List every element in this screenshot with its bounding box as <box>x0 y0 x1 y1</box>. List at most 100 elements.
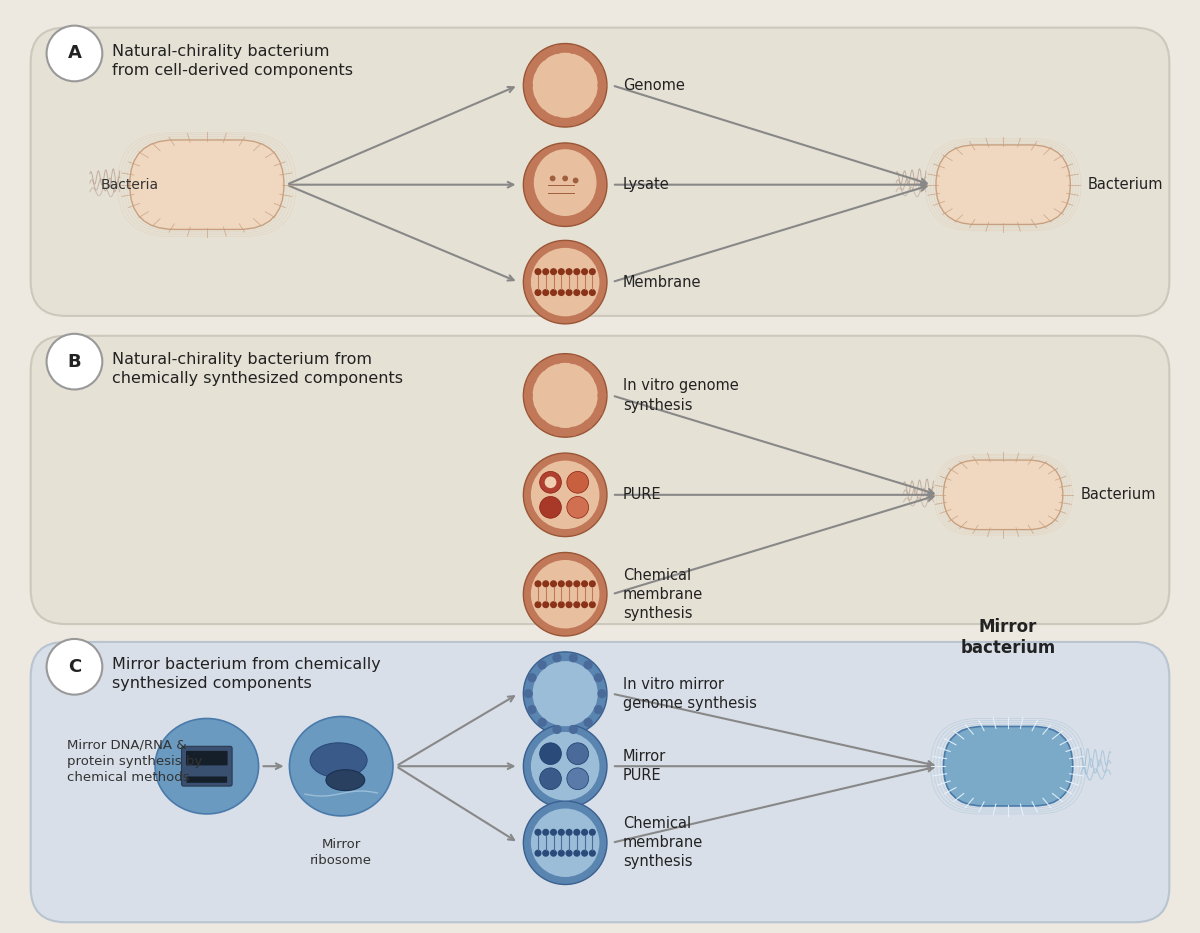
Ellipse shape <box>155 718 258 814</box>
Circle shape <box>523 391 533 400</box>
Circle shape <box>533 363 598 428</box>
Circle shape <box>566 471 588 494</box>
Circle shape <box>530 560 600 629</box>
Circle shape <box>574 268 581 275</box>
Circle shape <box>589 580 596 588</box>
Circle shape <box>550 289 557 296</box>
Circle shape <box>589 829 596 836</box>
Circle shape <box>569 117 578 126</box>
Circle shape <box>528 97 536 105</box>
Text: C: C <box>68 658 82 675</box>
Circle shape <box>550 268 557 275</box>
Circle shape <box>581 601 588 608</box>
Circle shape <box>47 25 102 81</box>
Circle shape <box>589 268 596 275</box>
Circle shape <box>47 639 102 695</box>
Circle shape <box>563 175 568 181</box>
Circle shape <box>550 601 557 608</box>
Circle shape <box>574 850 581 856</box>
Circle shape <box>552 426 562 436</box>
Circle shape <box>558 289 565 296</box>
Text: Natural-chirality bacterium from
chemically synthesized components: Natural-chirality bacterium from chemica… <box>113 352 403 386</box>
Circle shape <box>581 289 588 296</box>
Circle shape <box>534 829 541 836</box>
Circle shape <box>523 44 607 127</box>
Circle shape <box>542 601 550 608</box>
FancyBboxPatch shape <box>943 460 1063 530</box>
FancyBboxPatch shape <box>31 642 1169 922</box>
Circle shape <box>581 580 588 588</box>
Circle shape <box>530 248 600 316</box>
Text: In vitro genome
synthesis: In vitro genome synthesis <box>623 378 739 412</box>
Circle shape <box>598 689 606 698</box>
Circle shape <box>534 289 541 296</box>
Circle shape <box>583 717 593 727</box>
Circle shape <box>540 768 562 789</box>
FancyBboxPatch shape <box>31 336 1169 624</box>
Circle shape <box>542 580 550 588</box>
Circle shape <box>566 496 588 518</box>
Circle shape <box>565 850 572 856</box>
Circle shape <box>540 496 562 518</box>
Text: PURE: PURE <box>623 487 661 502</box>
Circle shape <box>523 652 607 735</box>
Circle shape <box>533 53 598 118</box>
Circle shape <box>569 45 578 54</box>
Circle shape <box>569 653 578 662</box>
Text: Chemical
membrane
synthesis: Chemical membrane synthesis <box>623 816 703 870</box>
Circle shape <box>581 268 588 275</box>
Circle shape <box>523 801 607 884</box>
Circle shape <box>589 850 596 856</box>
Circle shape <box>523 80 533 90</box>
Circle shape <box>598 391 606 400</box>
Circle shape <box>538 661 547 670</box>
Circle shape <box>523 552 607 636</box>
Circle shape <box>534 268 541 275</box>
Circle shape <box>538 109 547 118</box>
Circle shape <box>581 829 588 836</box>
Circle shape <box>528 673 536 682</box>
Text: Mirror DNA/RNA &
protein synthesis by
chemical methods: Mirror DNA/RNA & protein synthesis by ch… <box>67 738 203 785</box>
Circle shape <box>530 809 600 877</box>
Ellipse shape <box>326 770 365 790</box>
Circle shape <box>574 289 581 296</box>
Circle shape <box>594 705 602 714</box>
Circle shape <box>528 407 536 416</box>
Circle shape <box>542 289 550 296</box>
Circle shape <box>574 580 581 588</box>
Circle shape <box>574 829 581 836</box>
Text: B: B <box>67 353 82 370</box>
Text: Mirror
PURE: Mirror PURE <box>623 749 666 784</box>
Circle shape <box>552 45 562 54</box>
Circle shape <box>542 268 550 275</box>
Circle shape <box>569 355 578 364</box>
Circle shape <box>542 829 550 836</box>
Circle shape <box>538 717 547 727</box>
Circle shape <box>565 580 572 588</box>
Circle shape <box>558 850 565 856</box>
Circle shape <box>540 471 562 494</box>
Circle shape <box>538 362 547 371</box>
Circle shape <box>550 829 557 836</box>
Circle shape <box>523 241 607 324</box>
FancyBboxPatch shape <box>936 145 1070 225</box>
Circle shape <box>594 375 602 384</box>
Circle shape <box>569 426 578 436</box>
Text: In vitro mirror
genome synthesis: In vitro mirror genome synthesis <box>623 676 757 711</box>
Circle shape <box>565 829 572 836</box>
Circle shape <box>598 80 606 90</box>
Circle shape <box>550 175 556 181</box>
Circle shape <box>565 268 572 275</box>
Circle shape <box>566 743 588 764</box>
Circle shape <box>552 117 562 126</box>
Circle shape <box>558 580 565 588</box>
Circle shape <box>538 52 547 62</box>
Circle shape <box>594 64 602 74</box>
Circle shape <box>566 768 588 789</box>
FancyBboxPatch shape <box>130 140 284 230</box>
Circle shape <box>523 453 607 536</box>
Text: Mirror
ribosome: Mirror ribosome <box>311 838 372 867</box>
Circle shape <box>594 97 602 105</box>
Circle shape <box>534 601 541 608</box>
Circle shape <box>550 580 557 588</box>
